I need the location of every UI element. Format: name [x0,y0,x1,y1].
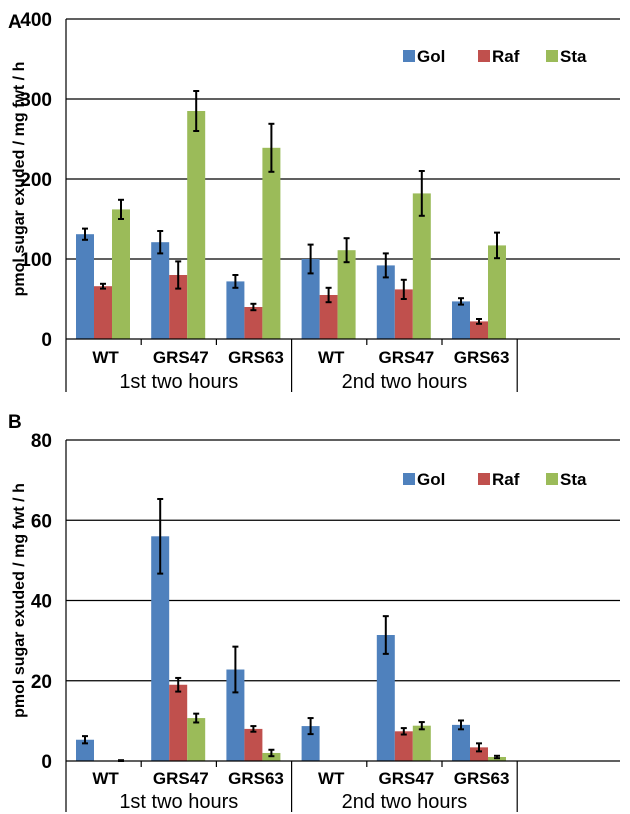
bar-sta [187,718,206,761]
y-axis-label: pmol sugar exuded / mg fwt / h [11,483,28,718]
bar-sta [112,209,130,339]
panel-b: B 0 20 40 60 80 pmol sugar exuded / mg fwt / h… [8,412,620,813]
legend-swatch-sta [546,473,558,485]
legend-swatch-sta [546,50,558,62]
y-tick-label: 20 [31,672,52,693]
group-label: 2nd two hours [342,791,468,813]
bar-raf [244,307,263,339]
bar-gol [376,635,395,761]
bar-raf [470,321,488,339]
bar-sta [412,193,431,339]
panel-letter: B [8,412,22,433]
category-label: GRS63 [454,769,510,788]
y-tick-label: 80 [31,431,52,452]
bar-gol [151,536,170,761]
y-tick-label: 40 [31,592,52,613]
category-label: GRS63 [228,348,284,367]
legend-swatch-raf [478,473,490,485]
bar-gol [301,259,320,339]
legend-label: Sta [560,470,587,489]
bar-raf [244,728,263,761]
bar-sta [337,250,356,339]
legend-label: Raf [492,470,520,489]
bar-gol [76,234,94,339]
bar-raf [394,289,413,339]
bar-raf [94,286,112,339]
bar-gol [452,724,470,761]
bar-raf [169,275,188,339]
legend-swatch-gol [403,473,415,485]
bar-sta [262,147,281,339]
y-tick-label: 100 [20,250,52,271]
bar-raf [169,684,188,761]
legend: Gol Raf Sta [403,470,587,489]
y-tick-label: 400 [20,10,52,31]
legend-label: Gol [417,47,445,66]
y-tick-label: 60 [31,511,52,532]
legend-swatch-raf [478,50,490,62]
category-label: GRS47 [153,348,209,367]
category-label: WT [318,769,345,788]
bar-gol [226,281,245,339]
panel-a: A 0 100 200 300 400 pmol sugar exuded / mg fwt… [8,10,620,393]
bar-gol [151,242,170,339]
y-tick-label: 200 [20,170,52,191]
bar-gol [226,669,245,761]
bar-sta [488,245,506,339]
bar-sta [187,111,206,339]
bar-gol [452,301,470,339]
legend-label: Sta [560,47,587,66]
category-label: WT [92,769,119,788]
y-tick-label: 300 [20,90,52,111]
bar-gol [301,726,320,761]
bar-raf [394,731,413,761]
y-axis-label: pmol sugar exuded / mg fwt / h [11,62,28,297]
category-label: GRS47 [379,769,435,788]
bar-raf [319,295,338,339]
group-label: 1st two hours [119,371,238,393]
legend-label: Gol [417,470,445,489]
bar-raf [470,747,488,761]
panel-letter: A [8,12,22,33]
y-tick-label: 0 [41,330,52,351]
legend-label: Raf [492,47,520,66]
category-label: GRS47 [153,769,209,788]
bar-gol [376,265,395,339]
group-label: 1st two hours [119,791,238,813]
legend: Gol Raf Sta [403,47,587,66]
y-tick-label: 0 [41,752,52,773]
group-label: 2nd two hours [342,371,468,393]
category-label: GRS63 [454,348,510,367]
category-label: WT [318,348,345,367]
bar-gol [76,739,94,761]
category-label: WT [92,348,119,367]
bar-sta [412,725,431,761]
category-label: GRS47 [379,348,435,367]
legend-swatch-gol [403,50,415,62]
category-label: GRS63 [228,769,284,788]
